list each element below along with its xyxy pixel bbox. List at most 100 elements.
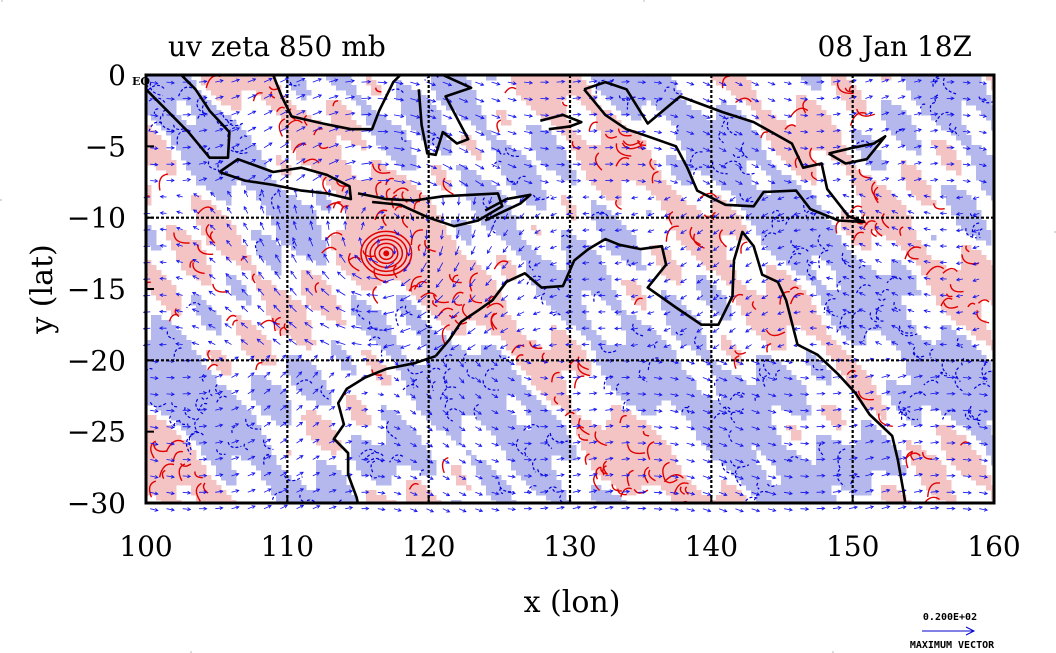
field-cell	[476, 185, 482, 191]
field-cell	[166, 235, 172, 241]
field-cell	[551, 120, 557, 126]
field-cell	[536, 180, 542, 186]
field-cell	[521, 185, 527, 191]
field-cell	[526, 200, 532, 206]
field-cell	[701, 235, 707, 241]
field-cell	[416, 110, 422, 116]
field-cell	[186, 165, 192, 171]
field-cell	[246, 80, 252, 86]
field-cell	[926, 85, 932, 91]
field-cell	[831, 250, 837, 256]
field-cell	[376, 120, 382, 126]
field-cell	[376, 175, 382, 181]
field-cell	[186, 75, 192, 81]
field-cell	[226, 250, 232, 256]
field-cell	[246, 180, 252, 186]
field-cell	[311, 160, 317, 166]
field-cell	[806, 310, 812, 316]
field-cell	[621, 320, 627, 326]
field-cell	[196, 110, 202, 116]
field-cell	[731, 110, 737, 116]
field-cell	[886, 305, 892, 311]
field-cell	[826, 240, 832, 246]
field-cell	[676, 265, 682, 271]
field-cell	[971, 210, 977, 216]
field-cell	[711, 245, 717, 251]
field-cell	[201, 120, 207, 126]
field-cell	[811, 125, 817, 131]
field-cell	[166, 225, 172, 231]
field-cell	[201, 180, 207, 186]
field-cell	[331, 120, 337, 126]
field-cell	[466, 90, 472, 96]
field-cell	[416, 220, 422, 226]
field-cell	[561, 300, 567, 306]
field-cell	[531, 250, 537, 256]
field-cell	[431, 210, 437, 216]
field-cell	[321, 255, 327, 261]
field-cell	[516, 155, 522, 161]
field-cell	[201, 230, 207, 236]
field-cell	[436, 220, 442, 226]
field-cell	[896, 125, 902, 131]
field-cell	[811, 135, 817, 141]
field-cell	[911, 125, 917, 131]
field-cell	[791, 265, 797, 271]
field-cell	[556, 295, 562, 301]
field-cell	[216, 245, 222, 251]
field-cell	[771, 125, 777, 131]
field-cell	[641, 85, 647, 91]
field-cell	[891, 205, 897, 211]
field-cell	[646, 85, 652, 91]
field-cell	[546, 145, 552, 151]
field-cell	[256, 190, 262, 196]
field-cell	[406, 245, 412, 251]
field-cell	[981, 170, 987, 176]
field-cell	[721, 155, 727, 161]
field-cell	[381, 320, 387, 326]
field-cell	[206, 265, 212, 271]
field-cell	[886, 105, 892, 111]
field-cell	[731, 80, 737, 86]
field-cell	[671, 210, 677, 216]
field-cell	[321, 310, 327, 316]
field-cell	[526, 270, 532, 276]
field-cell	[881, 195, 887, 201]
field-cell	[566, 75, 572, 81]
field-cell	[371, 110, 377, 116]
field-cell	[701, 115, 707, 121]
field-cell	[321, 165, 327, 171]
field-cell	[771, 320, 777, 326]
field-cell	[206, 110, 212, 116]
field-cell	[556, 160, 562, 166]
field-cell	[486, 315, 492, 321]
field-cell	[586, 100, 592, 106]
field-cell	[156, 150, 162, 156]
field-cell	[356, 130, 362, 136]
field-cell	[151, 290, 157, 296]
field-cell	[536, 75, 542, 81]
field-cell	[711, 255, 717, 261]
field-cell	[376, 225, 382, 231]
field-cell	[211, 130, 217, 136]
field-cell	[466, 295, 472, 301]
field-cell	[666, 250, 672, 256]
field-cell	[706, 155, 712, 161]
field-cell	[666, 85, 672, 91]
field-cell	[546, 265, 552, 271]
field-cell	[266, 195, 272, 201]
field-cell	[296, 245, 302, 251]
field-cell	[811, 245, 817, 251]
field-cell	[211, 160, 217, 166]
field-cell	[846, 85, 852, 91]
field-cell	[216, 75, 222, 81]
field-cell	[271, 315, 277, 321]
field-cell	[796, 200, 802, 206]
field-cell	[916, 90, 922, 96]
field-cell	[666, 265, 672, 271]
field-cell	[421, 225, 427, 231]
field-cell	[386, 180, 392, 186]
field-cell	[711, 225, 717, 231]
field-cell	[516, 165, 522, 171]
field-cell	[546, 140, 552, 146]
